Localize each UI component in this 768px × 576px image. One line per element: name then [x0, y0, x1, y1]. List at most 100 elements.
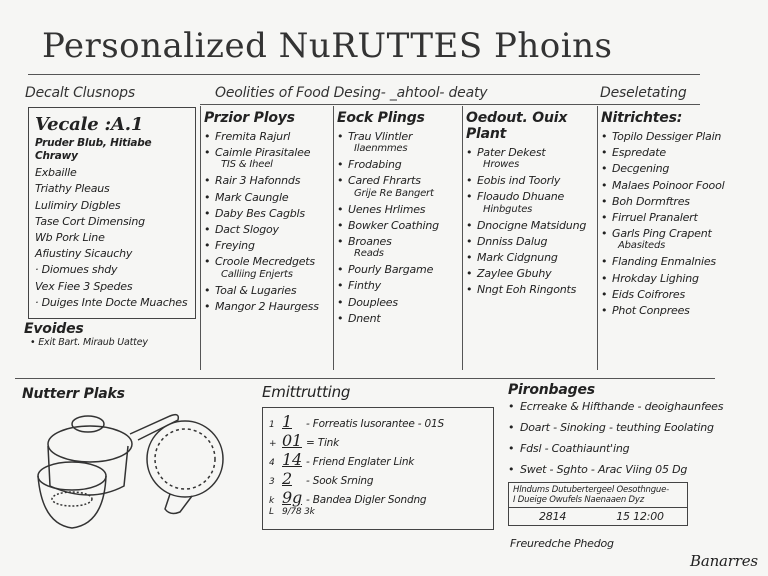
emit-row: 4 14 - Friend Englater Link: [269, 450, 487, 469]
list-item-label: Espredate: [612, 146, 666, 160]
list-item: Douplees: [337, 296, 460, 309]
list-item-label: Frodabing: [348, 158, 402, 172]
left-panel-item: · Diomues shdy: [35, 263, 118, 277]
row-marker: 3: [269, 477, 275, 487]
column-1: Przior Ploys Fremita Rajurl Caimle Pirasit…: [204, 110, 331, 316]
list-item-label: Hrokday Lighing: [612, 271, 699, 285]
list-item-label: Dnocigne Matsidung: [477, 218, 587, 232]
list-item: Eids Coifrores: [601, 288, 763, 301]
emit-heading: Emittrutting: [262, 383, 351, 401]
table-value: 15 12:00: [616, 510, 664, 523]
column-divider: [462, 106, 463, 370]
right-footer: Freuredche Phedog: [510, 537, 614, 550]
list-item-label: Pater Dekest: [477, 146, 546, 159]
row-marker: 4: [269, 458, 275, 468]
list-item-label: Mangor 2 Haurgess: [215, 299, 319, 313]
list-item: Mangor 2 Haurgess: [204, 300, 331, 313]
footer-item: • Exit Bart. Miraub Uattey: [30, 336, 148, 348]
right-heading: Pironbages: [508, 382, 595, 398]
list-item-label: Nngt Eoh Ringonts: [477, 283, 577, 297]
left-panel-heading: Vecale :A.1: [35, 114, 144, 135]
list-item-label: Daby Bes Cagbls: [215, 206, 305, 220]
list-item-sublabel: TIS & Iheel: [221, 159, 273, 171]
table-row: Hlndums Dutubertergeel Oesothngue- I Duei…: [508, 482, 688, 508]
list-item: Daby Bes Cagbls: [204, 207, 331, 220]
column-heading: Oedout. Ouix Plant: [466, 110, 568, 142]
list-item-label: Trau Vlintler: [348, 130, 413, 143]
divider: [200, 104, 700, 105]
list-item-label: Floaudo Dhuane: [477, 190, 565, 204]
list-item: Decgening: [601, 162, 763, 175]
list-item-sublabel: Abasiteds: [618, 240, 666, 252]
list-item-sublabel: Hinbgutes: [483, 203, 533, 215]
list-item: Freying: [204, 239, 331, 252]
row-text: - Sook Srning: [306, 475, 374, 487]
list-item-label: Douplees: [348, 295, 398, 309]
list-item: Ecrreake & Hifthande - deoighaunfees: [508, 400, 758, 413]
left-panel: Vecale :A.1 Pruder Blub, Hitiabe Chrawy …: [28, 107, 196, 319]
left-panel-subheading: Pruder Blub, Hitiabe Chrawy: [35, 137, 152, 162]
column-heading: Nitrichtes:: [601, 110, 683, 126]
list-item-sublabel: Grije Re Bangert: [354, 187, 434, 199]
list-item-label: Dnent: [348, 311, 381, 325]
list-item-label: Fremita Rajurl: [215, 130, 291, 143]
list-item: Dnniss Dalug: [466, 235, 595, 248]
list-item-label: Mark Caungle: [215, 190, 289, 204]
list-item-label: Dnniss Dalug: [477, 234, 548, 248]
row-text: - Bandea Digler Sondng: [306, 494, 427, 506]
left-section: Vecale :A.1 Pruder Blub, Hitiabe Chrawy …: [24, 107, 196, 348]
list-item-label: Pourly Bargame: [348, 263, 434, 277]
left-panel-item: · Duiges Inte Docte Muaches: [35, 295, 188, 309]
right-list: Ecrreake & Hifthande - deoighaunfees Doar…: [508, 400, 758, 484]
list-item: Flanding Enmalnies: [601, 255, 763, 268]
list-item-sublabel: Ilaenmmes: [354, 143, 408, 155]
nutrient-plaks-heading: Nutterr Plaks: [22, 386, 125, 402]
emit-row: L 9/78 3k: [269, 507, 487, 525]
list-item: Firruel Pranalert: [601, 211, 763, 224]
emit-row: k 9g - Bandea Digler Sondng: [269, 488, 487, 507]
list-item: Phot Conprees: [601, 304, 763, 317]
list-item-label: Firruel Pranalert: [612, 210, 698, 224]
list-item: Bowker Coathing: [337, 219, 460, 232]
table-header-line: Hlndums Dutubertergeel Oesothngue-: [513, 485, 670, 495]
table-row: 2814 15 12:00: [508, 507, 688, 526]
list-item: Eobis ind Toorly: [466, 174, 595, 187]
summary-table: Hlndums Dutubertergeel Oesothngue- I Duei…: [508, 482, 688, 526]
table-cell: 2814 15 12:00: [508, 507, 688, 526]
row-text: = Tink: [306, 437, 340, 449]
list-item: Malaes Poinoor Foool: [601, 179, 763, 192]
list-item: Fdsl - Coathiaunt'ing: [508, 442, 758, 455]
list-item-label: Mark Cidgnung: [477, 250, 558, 264]
left-panel-item: Lulimiry Digbles: [35, 198, 121, 212]
column-list: Topilo Dessiger Plain Espredate Decgening M…: [601, 130, 763, 317]
list-item-label: Zaylee Gbuhy: [477, 267, 552, 281]
row-marker: k: [269, 496, 275, 506]
row-marker: +: [269, 439, 277, 449]
row-number: 9g: [282, 488, 303, 507]
list-item: Frodabing: [337, 158, 460, 171]
list-item: Espredate: [601, 146, 763, 159]
column-heading: Przior Ploys: [204, 110, 295, 126]
row-text: 9/78 3k: [282, 507, 315, 517]
list-item-sublabel: Hrowes: [483, 159, 520, 171]
list-item: Doart - Sinoking - teuthing Eoolating: [508, 421, 758, 434]
row-number: 2: [282, 469, 292, 488]
divider: [28, 74, 700, 75]
row-marker: L: [269, 507, 274, 517]
list-item-sublabel: Calliing Enjerts: [221, 268, 293, 280]
left-panel-item: Tase Cort Dimensing: [35, 214, 145, 228]
list-item: Dnocigne Matsidung: [466, 219, 595, 232]
list-item-label: Freying: [215, 239, 255, 253]
list-item-label: Bowker Coathing: [348, 218, 439, 232]
column-heading: Eock Plings: [337, 110, 425, 126]
list-item: Fremita Rajurl: [204, 130, 331, 143]
left-panel-item: Wb Pork Line: [35, 230, 105, 244]
